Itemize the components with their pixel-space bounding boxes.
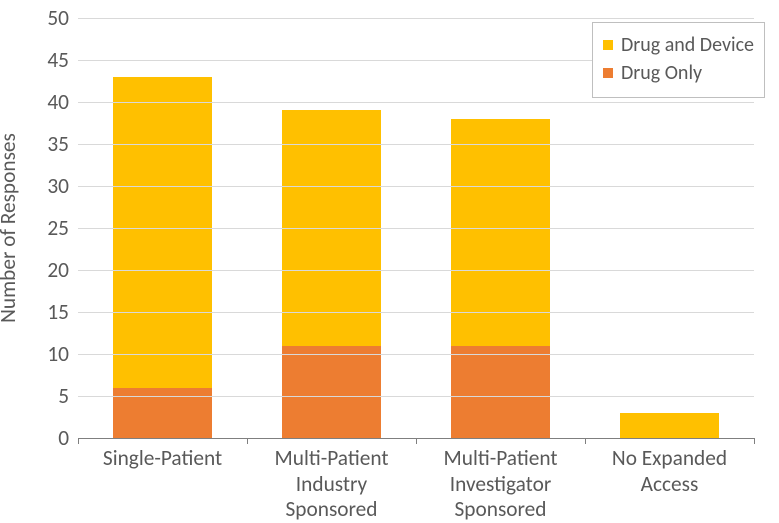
x-tick xyxy=(416,438,417,444)
legend-label: Drug Only xyxy=(621,61,702,85)
bar-segment xyxy=(451,346,549,438)
gridline xyxy=(78,396,754,397)
gridline xyxy=(78,144,754,145)
gridline xyxy=(78,354,754,355)
gridline xyxy=(78,228,754,229)
y-tick-label: 45 xyxy=(9,47,69,73)
bar-slot xyxy=(247,110,416,438)
x-axis-label-line: Sponsored xyxy=(247,497,416,523)
x-axis-label-line: Multi-Patient xyxy=(247,446,416,472)
x-axis-label-line: Sponsored xyxy=(416,497,585,523)
gridline xyxy=(78,18,754,19)
gridline xyxy=(78,102,754,103)
x-tick xyxy=(78,438,79,444)
bar xyxy=(451,119,549,438)
legend-label: Drug and Device xyxy=(621,33,754,57)
bar xyxy=(620,413,718,438)
x-axis-label-line: Investigator xyxy=(416,472,585,498)
bar-segment xyxy=(282,346,380,438)
legend-swatch xyxy=(603,68,613,78)
legend-row: Drug and Device xyxy=(603,33,754,57)
x-axis-label-line: Multi-Patient xyxy=(416,446,585,472)
y-tick-label: 40 xyxy=(9,89,69,115)
gridline xyxy=(78,312,754,313)
bar-segment xyxy=(113,77,211,388)
stacked-bar-chart: Number of Responses Single-PatientMulti-… xyxy=(0,0,779,521)
legend-row: Drug Only xyxy=(603,61,754,85)
x-axis-label-line: No Expanded xyxy=(585,446,754,472)
y-tick-label: 20 xyxy=(9,257,69,283)
bar xyxy=(282,110,380,438)
x-axis-label-line: Industry xyxy=(247,472,416,498)
x-axis-label: Multi-PatientInvestigatorSponsored xyxy=(416,446,585,523)
y-tick-label: 25 xyxy=(9,215,69,241)
bar-segment xyxy=(620,413,718,438)
y-tick-label: 5 xyxy=(9,383,69,409)
bar-slot xyxy=(416,119,585,438)
gridline xyxy=(78,186,754,187)
x-axis-label: Single-Patient xyxy=(78,446,247,472)
y-tick-label: 15 xyxy=(9,299,69,325)
bar-slot xyxy=(585,413,754,438)
y-tick-label: 50 xyxy=(9,5,69,31)
x-axis-label-line: Access xyxy=(585,472,754,498)
legend: Drug and Device Drug Only xyxy=(592,22,765,98)
y-tick-label: 0 xyxy=(9,425,69,451)
y-tick-label: 30 xyxy=(9,173,69,199)
gridline xyxy=(78,270,754,271)
y-tick-label: 35 xyxy=(9,131,69,157)
legend-swatch xyxy=(603,40,613,50)
x-tick xyxy=(754,438,755,444)
x-axis-label: No ExpandedAccess xyxy=(585,446,754,497)
x-axis-label: Multi-PatientIndustrySponsored xyxy=(247,446,416,523)
bar-slot xyxy=(78,77,247,438)
bar xyxy=(113,77,211,438)
y-tick-label: 10 xyxy=(9,341,69,367)
x-tick xyxy=(585,438,586,444)
x-axis-label-line: Single-Patient xyxy=(78,446,247,472)
x-tick xyxy=(247,438,248,444)
